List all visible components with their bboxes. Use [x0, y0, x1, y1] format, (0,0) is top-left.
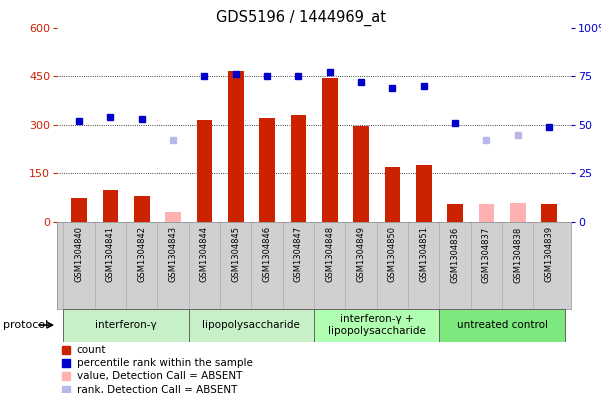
Bar [510, 203, 525, 222]
Bar [165, 212, 181, 222]
Text: GSM1304840: GSM1304840 [75, 226, 84, 282]
Text: GSM1304839: GSM1304839 [545, 226, 554, 283]
Text: interferon-γ +
lipopolysaccharide: interferon-γ + lipopolysaccharide [328, 314, 426, 336]
Text: GSM1304843: GSM1304843 [168, 226, 177, 283]
Text: rank, Detection Call = ABSENT: rank, Detection Call = ABSENT [76, 385, 237, 393]
Text: GSM1304845: GSM1304845 [231, 226, 240, 282]
Text: count: count [76, 345, 106, 355]
Bar [134, 196, 150, 222]
Text: GSM1304844: GSM1304844 [200, 226, 209, 282]
Text: protocol: protocol [3, 320, 48, 331]
Text: GSM1304837: GSM1304837 [482, 226, 491, 283]
Bar [189, 309, 314, 342]
Text: lipopolysaccharide: lipopolysaccharide [203, 320, 300, 330]
Text: GSM1304842: GSM1304842 [137, 226, 146, 282]
Bar [71, 198, 87, 222]
Bar [314, 309, 439, 342]
Text: GDS5196 / 1444969_at: GDS5196 / 1444969_at [216, 10, 385, 26]
Text: GSM1304850: GSM1304850 [388, 226, 397, 282]
Text: GSM1304851: GSM1304851 [419, 226, 428, 282]
Text: GSM1304836: GSM1304836 [451, 226, 460, 283]
Bar [353, 127, 369, 222]
Text: percentile rank within the sample: percentile rank within the sample [76, 358, 252, 368]
Bar [197, 120, 212, 222]
Text: GSM1304846: GSM1304846 [263, 226, 272, 283]
Bar [322, 78, 338, 222]
Text: untreated control: untreated control [457, 320, 548, 330]
Bar [439, 309, 565, 342]
Bar [416, 165, 432, 222]
Text: GSM1304838: GSM1304838 [513, 226, 522, 283]
Bar [385, 167, 400, 222]
Bar [103, 189, 118, 222]
Text: interferon-γ: interferon-γ [95, 320, 157, 330]
Bar [228, 71, 243, 222]
Text: GSM1304849: GSM1304849 [356, 226, 365, 282]
Bar [63, 309, 189, 342]
Bar [541, 204, 557, 222]
Bar [447, 204, 463, 222]
Text: GSM1304847: GSM1304847 [294, 226, 303, 283]
Bar [290, 115, 306, 222]
Bar [478, 204, 494, 222]
Text: GSM1304841: GSM1304841 [106, 226, 115, 282]
Text: GSM1304848: GSM1304848 [325, 226, 334, 283]
Text: value, Detection Call = ABSENT: value, Detection Call = ABSENT [76, 371, 242, 381]
Bar [259, 118, 275, 222]
